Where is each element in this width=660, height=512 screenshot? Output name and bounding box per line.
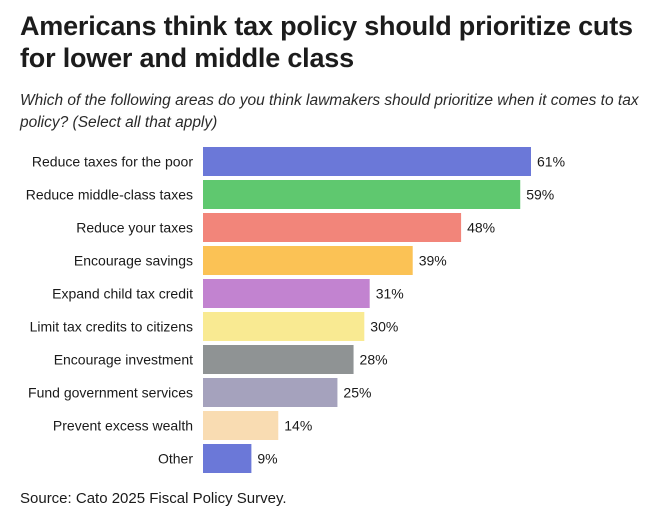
value-label-5: 31% [376,286,404,302]
chart-subtitle: Which of the following areas do you thin… [20,92,639,131]
bar-7 [203,345,354,374]
value-label-9: 14% [284,418,312,434]
bar-9 [203,411,279,440]
bar-4 [203,246,413,275]
category-label-6: Limit tax credits to citizens [30,319,193,335]
category-label-4: Encourage savings [74,253,193,269]
value-label-1: 61% [537,154,565,170]
category-label-1: Reduce taxes for the poor [32,154,193,170]
source-note: Source: Cato 2025 Fiscal Policy Survey. [20,490,287,507]
category-label-3: Reduce your taxes [76,220,193,236]
value-label-8: 25% [343,385,371,401]
category-label-7: Encourage investment [54,352,193,368]
bar-2 [203,180,521,209]
value-label-7: 28% [360,352,388,368]
value-label-6: 30% [370,319,398,335]
bar-6 [203,312,365,341]
bar-1 [203,147,531,176]
bar-8 [203,378,338,407]
bar-10 [203,444,252,473]
bar-chart: Reduce taxes for the poor 61% Reduce middl… [26,147,565,473]
bar-5 [203,279,370,308]
value-label-3: 48% [467,220,495,236]
category-label-9: Prevent excess wealth [53,418,193,434]
value-label-2: 59% [526,187,554,203]
category-label-8: Fund government services [28,385,193,401]
chart-title: Americans think tax policy should priori… [20,11,633,73]
category-label-5: Expand child tax credit [52,286,193,302]
category-label-2: Reduce middle-class taxes [26,187,193,203]
category-label-10: Other [158,451,193,467]
value-label-10: 9% [257,451,277,467]
bar-3 [203,213,462,242]
value-label-4: 39% [419,253,447,269]
